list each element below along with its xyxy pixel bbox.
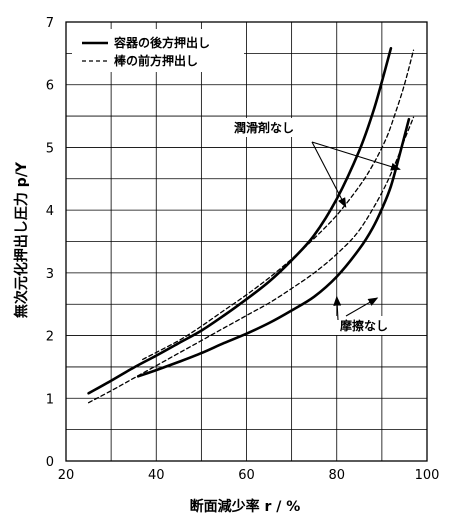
annotation-no-lubricant: 潤滑剤なし: [234, 120, 294, 135]
x-axis-title: 断面減少率 r / %: [190, 498, 301, 515]
y-tick-label: 2: [46, 330, 54, 345]
y-tick-label: 6: [46, 79, 54, 94]
annotation-arrow-lubricant-dashed: [311, 141, 401, 171]
x-tick-label: 80: [328, 468, 345, 483]
x-tick-label: 20: [58, 468, 75, 483]
series-group: [87, 47, 415, 404]
series-line-rod-lower: [87, 116, 415, 404]
x-tick-label: 100: [415, 468, 440, 483]
legend-label-rod: 棒の前方押出し: [114, 53, 198, 68]
tick-labels: 20 40 60 80 100 0 1 2 3 4 5 6 7: [46, 16, 440, 483]
y-tick-label: 5: [46, 141, 54, 156]
legend-box: [72, 29, 244, 72]
y-tick-label: 0: [46, 455, 54, 470]
y-tick-label: 7: [46, 16, 54, 31]
series-line-rod-upper: [142, 49, 415, 361]
annotations: 潤滑剤なし 摩擦なし: [228, 118, 406, 335]
legend-label-container: 容器の後方押出し: [113, 35, 210, 50]
annotation-no-friction: 摩擦なし: [340, 318, 388, 333]
series-line-container-upper: [87, 47, 393, 395]
annotation-arrow-friction-dashed: [345, 297, 379, 317]
plot-frame: [65, 21, 428, 462]
series-line-container-lower: [136, 117, 411, 378]
grid: [66, 22, 427, 461]
plot-border: [65, 21, 428, 462]
legend: 容器の後方押出し 棒の前方押出し: [72, 29, 244, 72]
y-tick-label: 3: [46, 267, 54, 282]
x-tick-label: 40: [148, 468, 165, 483]
annotation-bg-lubricant: [228, 118, 312, 137]
annotation-arrow-lubricant-solid: [311, 141, 347, 208]
annotation-bg-friction: [336, 316, 406, 335]
x-tick-label: 60: [238, 468, 255, 483]
y-tick-label: 1: [46, 392, 54, 407]
y-tick-label: 4: [46, 204, 54, 219]
y-axis-title: 無次元化押出し圧力 p/Y: [13, 161, 30, 318]
annotation-arrow-friction-solid: [333, 295, 342, 321]
